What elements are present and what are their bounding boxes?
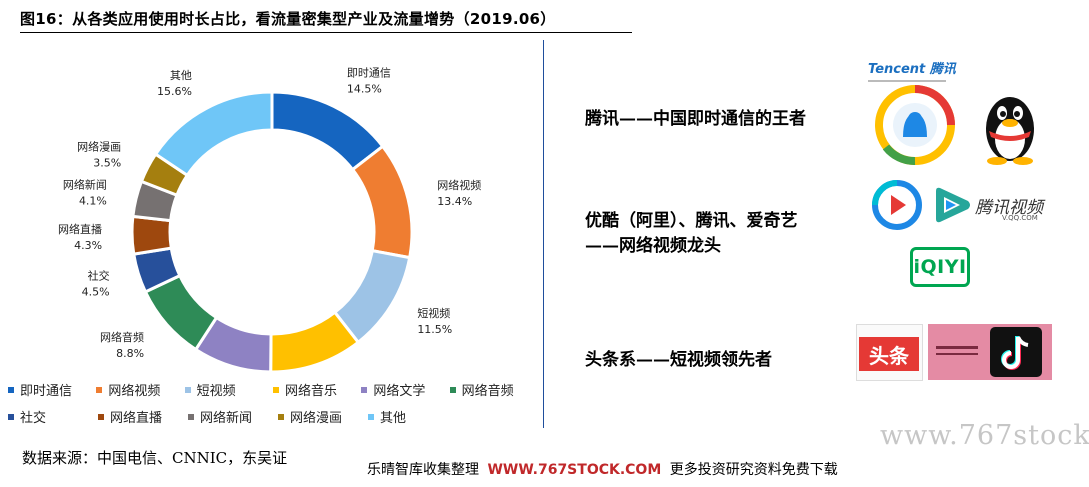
donut-slice-10 (153, 90, 274, 178)
slice-category-label: 短视频 (417, 306, 450, 320)
legend-item: 网络新闻 (188, 407, 278, 426)
legend-row: 社交 网络直播 网络新闻 网络漫画 其他 (8, 407, 538, 426)
legend-swatch (368, 413, 374, 420)
slice-value-label: 15.6% (157, 85, 192, 98)
legend-label: 网络直播 (110, 411, 163, 426)
legend-label: 网络音乐 (284, 384, 337, 399)
footer-banner: 乐晴智库收集整理 WWW.767STOCK.COM 更多投资研究资料免费下载 (363, 459, 842, 479)
slice-value-label: 14.5% (347, 82, 382, 95)
legend-item: 社交 (8, 407, 98, 426)
tencent-video-domain: V.QQ.COM (1002, 214, 1038, 222)
slice-category-label: 网络音乐 (327, 379, 371, 380)
iqiyi-logo: iQIYI (910, 247, 970, 287)
douyin-banner-tag (936, 353, 978, 355)
legend-item: 网络音乐 (272, 380, 361, 399)
legend-label: 其他 (380, 411, 407, 426)
slice-value-label: 4.1% (79, 194, 107, 207)
legend-swatch (184, 386, 191, 393)
legend-item: 其他 (368, 407, 458, 426)
legend-item: 网络直播 (98, 407, 188, 426)
slice-value-label: 4.3% (74, 239, 102, 252)
legend-swatch (96, 386, 103, 393)
legend-label: 社交 (20, 411, 47, 426)
legend-label: 即时通信 (20, 384, 73, 399)
douyin-icon (990, 327, 1042, 377)
legend-swatch (98, 413, 104, 420)
slice-category-label: 网络新闻 (63, 177, 107, 191)
slice-value-label: 11.5% (417, 323, 452, 336)
chart-legend: 即时通信 网络视频 短视频 网络音乐 网络文学 网络音频 社交 网络直播 网络新闻 网络漫画 其他 (8, 380, 538, 434)
slice-category-label: 即时通信 (347, 66, 391, 79)
donut-slice-7 (130, 214, 174, 256)
legend-item: 网络音频 (449, 380, 538, 399)
legend-label: 网络漫画 (290, 411, 343, 426)
footer-url-link[interactable]: WWW.767STOCK.COM (487, 462, 662, 478)
title-underline (20, 32, 632, 33)
site-watermark: www.767stock (880, 420, 1089, 451)
vertical-divider (543, 40, 544, 428)
slice-category-label: 网络直播 (58, 222, 102, 236)
legend-label: 网络新闻 (200, 411, 253, 426)
tencent-video-wordmark: 腾讯视频 (975, 198, 1043, 218)
slice-category-label: 其他 (170, 69, 192, 82)
toutiao-logo-box: 头条 (859, 337, 919, 371)
tencent-video-logo-icon (936, 187, 970, 223)
legend-item: 网络漫画 (278, 407, 368, 426)
legend-label: 短视频 (196, 384, 236, 399)
legend-swatch (278, 413, 284, 420)
qq-penguin-icon (986, 97, 1034, 165)
slice-category-label: 网络视频 (437, 178, 481, 192)
footer-left-text: 乐晴智库收集整理 (367, 462, 479, 478)
legend-swatch (272, 386, 279, 393)
legend-swatch (8, 413, 14, 420)
figure-title: 图16：从各类应用使用时长占比，看流量密集型产业及流量增势（2019.06） (20, 10, 556, 28)
data-source: 数据来源：中国电信、CNNIC，东吴证 (22, 449, 288, 467)
iqiyi-logo-text: iQIYI (913, 256, 967, 278)
legend-label: 网络文学 (373, 384, 426, 399)
youku-logo-icon (872, 180, 922, 230)
caption-video-line2: ——网络视频龙头 (585, 236, 721, 256)
toutiao-logo: 头条 (856, 324, 923, 381)
footer-right-text: 更多投资研究资料免费下载 (669, 462, 838, 478)
tencent-logo-tagline (868, 80, 946, 82)
legend-label: 网络音频 (461, 384, 514, 399)
toutiao-logo-text: 头条 (869, 343, 909, 368)
tencent-logo: Tencent 腾讯 (868, 58, 968, 86)
legend-item: 网络视频 (96, 380, 184, 399)
slice-value-label: 8.8% (116, 347, 144, 360)
slice-category-label: 网络音频 (100, 330, 144, 344)
donut-slice-1 (350, 144, 414, 260)
qzone-logo-icon (875, 85, 955, 165)
slice-value-label: 13.4% (437, 195, 472, 208)
slice-value-label: 3.5% (93, 157, 121, 170)
legend-swatch (188, 413, 194, 420)
legend-item: 即时通信 (8, 380, 96, 399)
caption-video-line1: 优酷（阿里）、腾讯、爱奇艺 (585, 211, 798, 231)
douyin-note-icon (1001, 336, 1029, 370)
legend-swatch (8, 386, 14, 393)
caption-short-video: 头条系——短视频领先者 (585, 350, 772, 370)
legend-item: 短视频 (184, 380, 273, 399)
caption-tencent-im: 腾讯——中国即时通信的王者 (585, 109, 806, 129)
legend-row: 即时通信 网络视频 短视频 网络音乐 网络文学 网络音频 (8, 380, 538, 399)
slice-value-label: 4.5% (82, 285, 110, 298)
donut-chart: 即时通信14.5%网络视频13.4%短视频11.5%网络音乐10.7%网络文学9… (58, 66, 481, 380)
douyin-banner (928, 324, 1052, 380)
slice-category-label: 社交 (88, 268, 110, 282)
douyin-banner-tag (936, 346, 978, 349)
slice-category-label: 网络漫画 (77, 140, 121, 154)
legend-swatch (449, 386, 456, 393)
legend-label: 网络视频 (108, 384, 161, 399)
tencent-logo-text: Tencent 腾讯 (868, 62, 956, 77)
legend-swatch (361, 386, 368, 393)
legend-item: 网络文学 (361, 380, 449, 399)
